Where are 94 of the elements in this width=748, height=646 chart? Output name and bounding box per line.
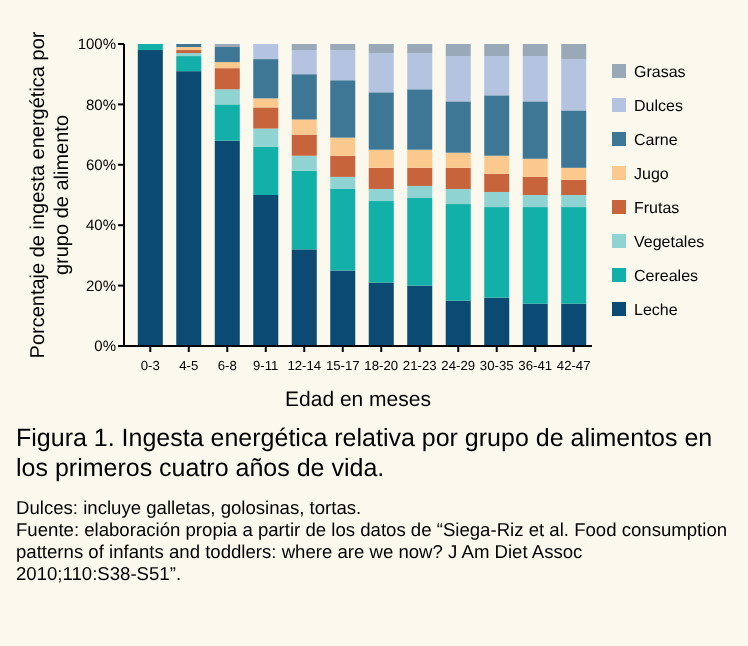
bar (522, 195, 548, 208)
bar (330, 270, 356, 346)
bar (484, 95, 510, 156)
source-note: Fuente: elaboración propia a partir de los datos de “Siega-Riz et al. Food consumption patterns of infants and toddlers: where are we now? J Am Diet Assoc 2010;110:S38-S51”. (16, 520, 728, 584)
bar (484, 297, 510, 346)
bar (253, 98, 279, 108)
text: Dulces: incluye galletas, golosinas, tortas. (16, 498, 362, 518)
bar (484, 207, 510, 298)
bar (561, 167, 587, 180)
bar (214, 89, 240, 105)
bar (368, 188, 394, 202)
legend-label: Carne (634, 130, 679, 149)
bar (176, 56, 202, 72)
bar (368, 167, 394, 189)
bar (407, 149, 433, 168)
bar (253, 44, 279, 60)
legend-label: Frutas (634, 198, 680, 217)
bar (253, 195, 279, 346)
bar (522, 207, 548, 304)
bar (330, 188, 356, 271)
bar (445, 300, 471, 346)
bar (291, 50, 317, 75)
bar (561, 44, 587, 60)
legend-label: Grasas (634, 62, 686, 81)
bar (484, 191, 510, 208)
bar (214, 47, 240, 63)
text: Figura 1. Ingesta energética relativa por grupo de alimentos en los primeros cuatro años de vida. (16, 424, 713, 482)
bar (291, 74, 317, 120)
bar (445, 44, 471, 57)
bar (407, 185, 433, 199)
bar (522, 101, 548, 159)
bar (253, 107, 279, 129)
legend-label: Cereales (634, 266, 699, 285)
bar (561, 195, 587, 208)
bar (253, 146, 279, 195)
bar (522, 176, 548, 195)
bar (522, 303, 548, 346)
bar (445, 167, 471, 189)
bar (330, 155, 356, 177)
bar (484, 173, 510, 192)
bar (368, 92, 394, 150)
bar (291, 170, 317, 250)
bar (330, 137, 356, 156)
bar (445, 152, 471, 168)
bar (522, 44, 548, 57)
bar (445, 101, 471, 153)
bar (214, 140, 240, 346)
bar (445, 204, 471, 301)
bar (407, 285, 433, 346)
bar (561, 179, 587, 195)
bar (445, 188, 471, 205)
bar (484, 155, 510, 174)
x-axis-title: Edad en meses (285, 388, 431, 412)
bar (407, 89, 433, 150)
bar (291, 44, 317, 51)
bar (291, 249, 317, 346)
y-axis-title: Porcentaje de ingesta energética por grupo de alimento (28, 30, 74, 359)
bar (253, 128, 279, 147)
bar (368, 53, 394, 93)
bar (561, 303, 587, 346)
bar (368, 44, 394, 54)
bar (330, 80, 356, 138)
bar (407, 44, 433, 54)
bar (137, 50, 163, 346)
bar (407, 53, 433, 90)
bar (368, 149, 394, 168)
bar (214, 68, 240, 90)
bar (561, 110, 587, 168)
bar (214, 62, 240, 69)
bar (445, 56, 471, 102)
legend-label: Jugo (634, 164, 670, 183)
legend-label: Dulces (634, 96, 683, 115)
bar (214, 104, 240, 141)
bar (137, 44, 163, 51)
bar (368, 282, 394, 346)
bar (484, 44, 510, 57)
bar (561, 207, 587, 304)
bar (291, 134, 317, 156)
bar (407, 167, 433, 186)
bar (561, 59, 587, 111)
bar (176, 71, 202, 346)
bar (253, 59, 279, 99)
bar (291, 119, 317, 135)
legend-label: Leche (634, 300, 679, 319)
bar (330, 44, 356, 51)
bar (330, 50, 356, 81)
bar (522, 56, 548, 102)
bar (407, 198, 433, 286)
bar (291, 155, 317, 171)
bar (368, 201, 394, 283)
bar (484, 56, 510, 96)
bar (330, 176, 356, 189)
bar (522, 158, 548, 177)
legend-label: Vegetales (634, 232, 705, 251)
